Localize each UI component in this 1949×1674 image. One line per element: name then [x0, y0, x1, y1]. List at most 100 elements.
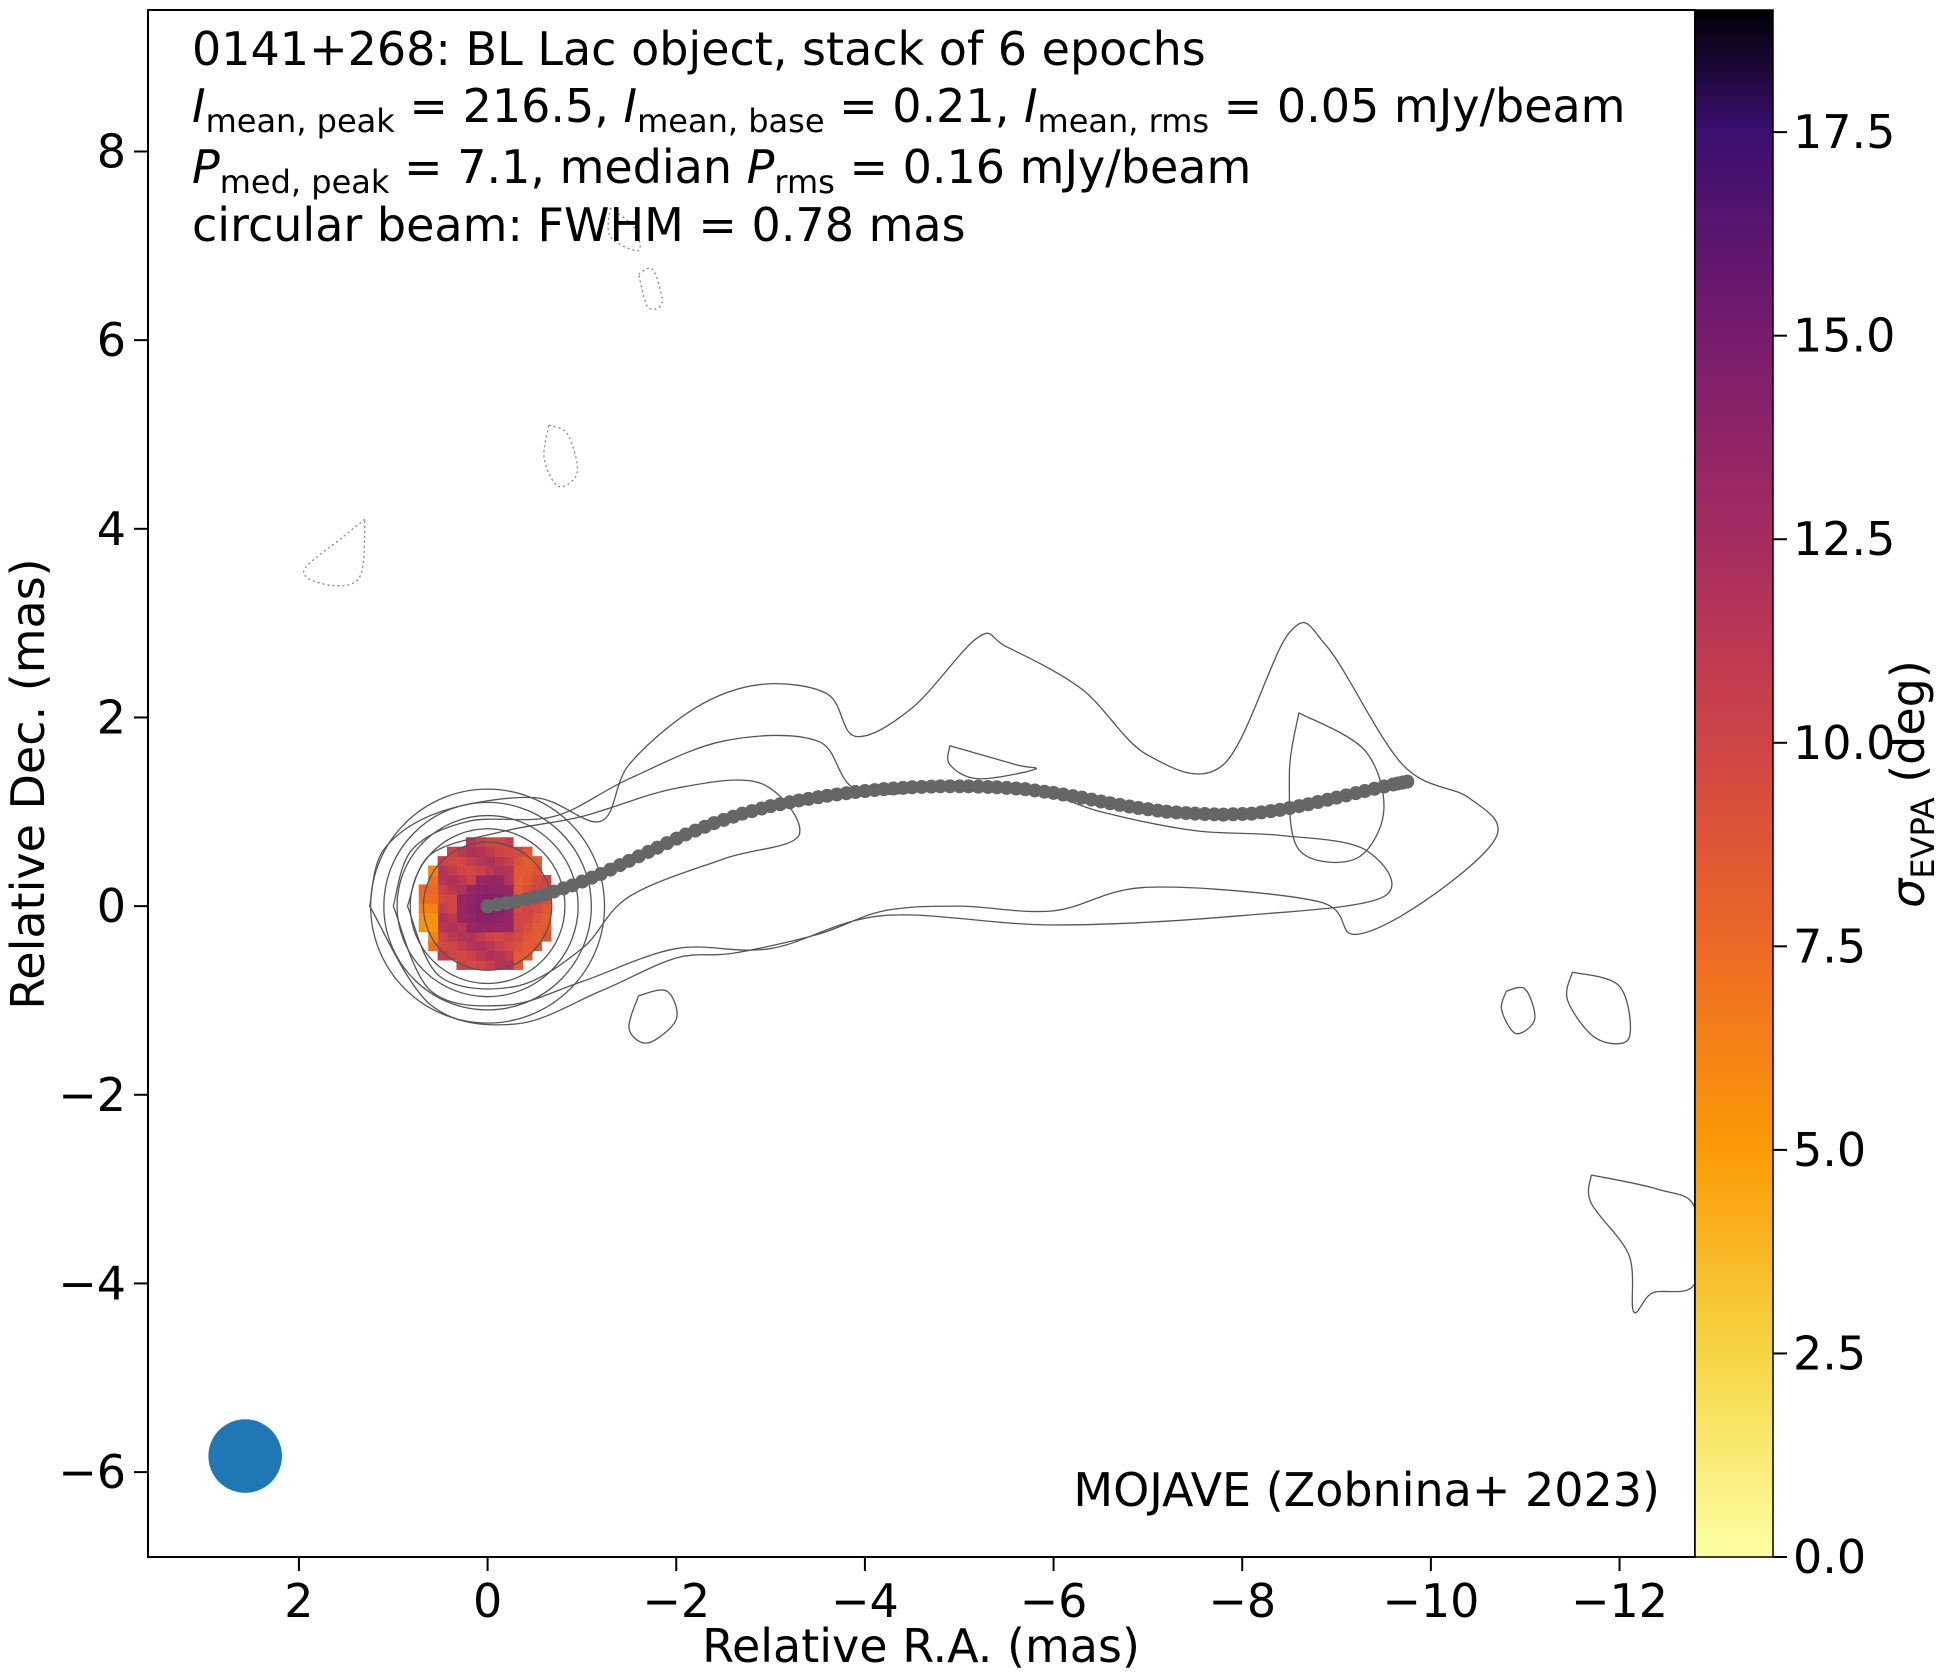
- evpa-pixel: [475, 884, 486, 895]
- evpa-pixel: [494, 856, 505, 867]
- y-tick-label: 2: [97, 690, 126, 744]
- colorbar-tick-label: 15.0: [1793, 309, 1895, 363]
- evpa-pixel: [503, 922, 514, 933]
- evpa-pixel: [531, 874, 542, 886]
- evpa-pixel: [513, 922, 524, 933]
- evpa-pixel: [531, 912, 542, 923]
- x-tick-label: −12: [1571, 1574, 1668, 1628]
- evpa-pixel: [494, 959, 505, 970]
- evpa-pixel: [456, 884, 467, 895]
- evpa-pixel: [503, 959, 514, 970]
- evpa-pixel: [456, 941, 467, 952]
- evpa-pixel: [447, 856, 458, 867]
- evpa-pixel: [503, 837, 514, 848]
- p-rms-symbol: P: [747, 140, 775, 194]
- evpa-pixel: [428, 884, 439, 895]
- i-rms-symbol: I: [1024, 79, 1038, 133]
- evpa-pixel: [522, 865, 533, 876]
- evpa-pixel: [428, 874, 439, 886]
- evpa-pixel: [522, 931, 533, 942]
- ridgeline-point: [1400, 774, 1415, 789]
- p-peak-symbol: P: [192, 140, 220, 194]
- evpa-pixel: [494, 874, 505, 886]
- evpa-pixel: [475, 912, 486, 923]
- evpa-pixel: [465, 941, 476, 952]
- evpa-pixel: [475, 941, 486, 952]
- evpa-pixel: [503, 856, 514, 867]
- evpa-pixel: [447, 903, 458, 914]
- evpa-pixel: [465, 912, 476, 923]
- evpa-pixel: [484, 856, 495, 867]
- x-axis-label: Relative R.A. (mas): [702, 1619, 1140, 1673]
- evpa-pixel: [447, 865, 458, 876]
- evpa-pixel: [437, 931, 448, 942]
- evpa-pixel: [541, 903, 552, 914]
- evpa-pixel: [428, 865, 439, 876]
- evpa-pixel: [503, 912, 514, 923]
- evpa-pixel: [465, 959, 476, 970]
- evpa-pixel: [437, 922, 448, 933]
- evpa-pixel: [418, 884, 429, 895]
- noise-contour: [607, 207, 641, 252]
- i-rms-subscript: mean, rms: [1038, 102, 1210, 140]
- evpa-pixel: [465, 856, 476, 867]
- x-axis-ticks: 2 0 −2 −4 −6 −8 −10 −12: [284, 1557, 1668, 1628]
- evpa-pixel: [428, 912, 439, 923]
- evpa-pixel: [513, 884, 524, 895]
- ridgeline-point: [942, 779, 957, 794]
- p-rms-subscript: rms: [774, 163, 834, 201]
- evpa-pixel: [522, 884, 533, 895]
- evpa-pixel: [437, 941, 448, 952]
- evpa-pixel: [484, 959, 495, 970]
- core-contour: [422, 841, 553, 971]
- jet-contour: [392, 734, 1393, 1007]
- evpa-pixel: [484, 931, 495, 942]
- evpa-pixel: [494, 837, 505, 848]
- evpa-pixel: [447, 846, 458, 857]
- evpa-pixel: [437, 893, 448, 904]
- evpa-pixel: [503, 941, 514, 952]
- evpa-pixel: [531, 931, 542, 942]
- jet-contour: [1500, 986, 1536, 1035]
- evpa-pixel: [484, 950, 495, 961]
- evpa-pixel: [531, 922, 542, 933]
- core-contour: [383, 801, 592, 1011]
- evpa-pixel: [447, 931, 458, 942]
- evpa-pixel: [484, 893, 495, 904]
- evpa-pixel: [494, 931, 505, 942]
- jet-contour: [369, 621, 1499, 1026]
- evpa-pixel: [475, 903, 486, 914]
- colorbar-label: σEVPA (deg): [1881, 660, 1942, 908]
- evpa-pixel: [465, 931, 476, 942]
- beam-circle: [208, 1419, 282, 1493]
- evpa-pixel: [531, 856, 542, 867]
- y-tick-label: −4: [58, 1256, 126, 1310]
- colorbar-tick-label: 5.0: [1793, 1123, 1866, 1177]
- evpa-pixel: [418, 912, 429, 923]
- evpa-pixel: [484, 874, 495, 886]
- jet-contour: [1288, 712, 1385, 864]
- p-peak-value: = 7.1, median: [389, 140, 746, 194]
- evpa-pixel: [456, 922, 467, 933]
- evpa-pixel: [475, 856, 486, 867]
- evpa-pixel: [494, 941, 505, 952]
- evpa-pixel: [456, 846, 467, 857]
- evpa-pixel: [447, 950, 458, 961]
- evpa-pixel: [428, 903, 439, 914]
- evpa-pixel: [541, 931, 552, 942]
- evpa-pixel: [465, 950, 476, 961]
- y-tick-label: −2: [58, 1068, 126, 1122]
- evpa-pixel: [465, 837, 476, 848]
- evpa-pixel: [456, 912, 467, 923]
- evpa-pixel: [428, 941, 439, 952]
- jet-contour: [1587, 1174, 1695, 1314]
- colorbar-label-symbol: σ: [1881, 877, 1935, 908]
- colorbar-tick-label: 12.5: [1793, 512, 1895, 566]
- y-axis-ticks: −6 −4 −2 0 2 4 6 8: [58, 124, 148, 1499]
- evpa-pixel: [503, 874, 514, 886]
- evpa-uncertainty-map: [418, 837, 552, 970]
- evpa-pixel: [513, 846, 524, 857]
- evpa-pixel: [513, 950, 524, 961]
- colorbar-tick-label: 0.0: [1793, 1530, 1866, 1584]
- p-rms-value: = 0.16 mJy/beam: [835, 140, 1251, 194]
